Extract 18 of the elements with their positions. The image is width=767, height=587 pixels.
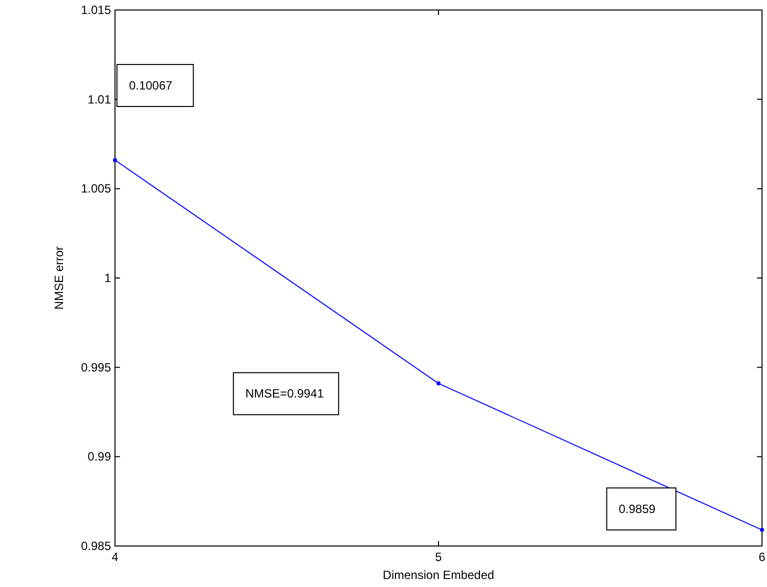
y-tick-label: 1 [104,271,112,285]
annotation: 0.10067 [128,78,173,92]
y-tick-label: 0.99 [88,450,112,464]
x-tick-label: 5 [435,550,442,564]
point [113,158,117,162]
y-tick-label: 0.985 [80,539,112,553]
x-tick-label: 4 [112,550,119,564]
x-axis-title: Dimension Embeded [382,568,494,582]
annotation: NMSE=0.9941 [245,386,324,401]
point [436,381,440,386]
y-tick-label: 0.995 [80,360,112,374]
annotation: 0.9859 [618,502,656,516]
x-tick-label: 6 [758,550,766,564]
y-tick-label: 1.015 [80,3,112,17]
point [760,528,764,532]
y-tick-label: 1.01 [88,92,112,106]
y-axis-title: NMSE error [52,246,66,310]
y-tick-label: 1.005 [80,182,112,196]
